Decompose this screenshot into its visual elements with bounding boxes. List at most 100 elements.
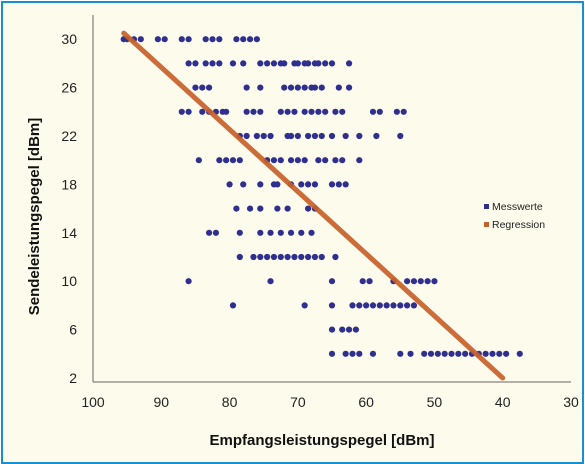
x-tick-label: 50 [427,394,443,410]
data-point [236,229,243,236]
data-point [229,60,237,67]
data-point [421,350,428,357]
data-point [216,157,223,164]
data-point [298,253,305,261]
data-point [427,350,435,357]
data-point [216,60,223,67]
data-point [301,108,308,115]
legend-marker-messwerte [484,204,489,209]
data-point [154,36,161,43]
data-point [257,181,264,188]
data-point [342,132,349,140]
data-point [407,350,414,357]
data-point [253,36,260,43]
data-point [305,60,312,67]
data-point [366,278,373,285]
data-point [359,278,366,285]
data-point [383,302,390,309]
data-point [294,132,301,140]
axes [92,15,571,383]
data-point [345,326,353,333]
data-point [291,253,298,261]
y-tick-label: 14 [61,225,77,241]
series-messwerte [120,36,523,357]
data-point [496,350,503,357]
data-point [270,253,278,261]
data-point [253,132,260,140]
data-point [257,60,264,67]
data-point [267,278,274,285]
data-point [390,302,397,309]
data-point [284,253,291,261]
data-point [322,60,329,67]
data-point [246,205,254,212]
data-point [516,350,523,357]
data-point [410,302,418,309]
y-tick-label: 30 [61,31,77,47]
data-point [342,181,349,188]
data-point [236,157,243,164]
data-point [369,108,377,115]
data-point [311,181,319,188]
data-point [311,84,319,91]
data-point [328,181,336,188]
data-point [342,350,349,357]
x-tick-label: 100 [81,394,105,410]
data-point [277,229,284,236]
data-point [410,278,418,285]
y-tick-label: 18 [61,176,77,192]
data-point [328,278,336,285]
data-point [270,60,278,67]
data-point [339,108,346,115]
data-point [199,108,206,115]
data-point [369,302,377,309]
data-point [274,181,281,188]
data-point [284,205,291,212]
data-point [267,132,274,140]
data-point [349,302,356,309]
data-point [294,157,301,164]
x-tick-label: 30 [563,394,579,410]
data-point [161,36,168,43]
data-point [185,60,192,67]
data-point [192,60,199,67]
data-point [417,278,424,285]
data-point [393,108,400,115]
data-point [311,132,319,140]
data-point [257,229,264,236]
data-point [305,205,312,212]
x-tick-label: 40 [495,394,511,410]
data-point [448,350,455,357]
data-point [404,302,411,309]
data-point [311,253,319,261]
data-point [205,229,213,236]
data-point [267,229,274,236]
y-tick-label: 26 [61,80,77,96]
data-point [328,60,336,67]
data-point [376,302,383,309]
regression-line [121,30,506,381]
data-point [205,84,213,91]
data-point [240,36,247,43]
data-point [287,157,295,164]
data-point [294,84,301,91]
y-tick-label: 10 [61,273,77,289]
data-point [281,60,288,67]
data-point [305,181,312,188]
data-point [318,132,325,140]
data-point [349,350,356,357]
data-point [223,108,230,115]
y-tick-label: 2 [69,370,77,386]
data-point [431,278,438,285]
series-regression [121,30,506,381]
data-point [246,36,254,43]
data-point [250,253,257,261]
data-point [318,253,325,261]
data-point [202,36,209,43]
data-point [503,350,510,357]
y-tick-label: 22 [61,128,77,144]
data-point [352,326,359,333]
data-point [178,108,185,115]
